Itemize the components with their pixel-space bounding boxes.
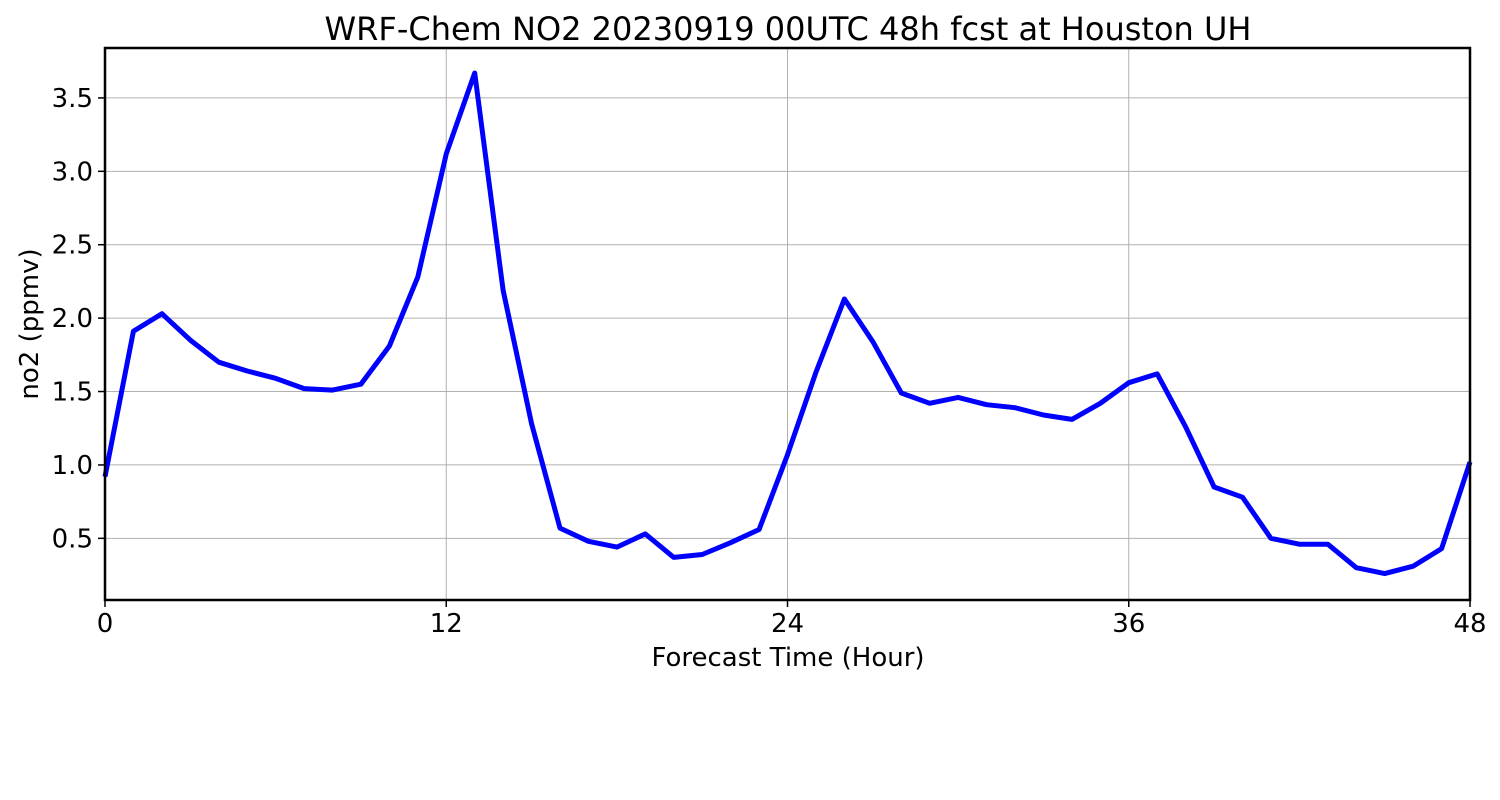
- y-tick-label: 3.0: [52, 157, 93, 187]
- y-tick-label: 2.5: [52, 231, 93, 261]
- y-tick-label: 2.0: [52, 304, 93, 334]
- y-tick-label: 0.5: [52, 524, 93, 554]
- series-layer: [102, 70, 1473, 577]
- chart-title: WRF-Chem NO2 20230919 00UTC 48h fcst at …: [325, 10, 1252, 48]
- y-tick-label: 1.0: [52, 451, 93, 481]
- y-axis-label: no2 (ppmv): [15, 248, 45, 399]
- ticks-layer: 0 12 24 36 48 0.5 1.0 1.5 2.0 2.5 3.0 3.5: [52, 84, 1487, 639]
- x-tick-label: 48: [1453, 609, 1486, 639]
- y-tick-label: 1.5: [52, 378, 93, 408]
- x-tick-label: 24: [771, 609, 804, 639]
- x-tick-label: 12: [430, 609, 463, 639]
- y-tick-label: 3.5: [52, 84, 93, 114]
- x-tick-label: 36: [1112, 609, 1145, 639]
- x-axis-label: Forecast Time (Hour): [651, 643, 924, 673]
- series-line: [102, 70, 1473, 577]
- x-tick-label: 0: [97, 609, 114, 639]
